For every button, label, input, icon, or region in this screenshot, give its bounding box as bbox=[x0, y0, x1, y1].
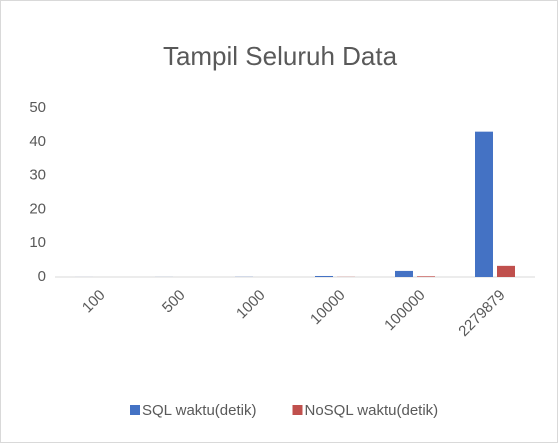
legend-label: NoSQL waktu(detik) bbox=[305, 402, 439, 419]
bar bbox=[497, 265, 515, 277]
legend-swatch bbox=[292, 405, 303, 415]
legend-swatch bbox=[130, 405, 140, 415]
bar bbox=[475, 131, 493, 277]
chart-title: Tampil Seluruh Data bbox=[163, 41, 398, 71]
y-tick-label: 10 bbox=[29, 234, 46, 251]
y-tick-label: 20 bbox=[29, 200, 46, 217]
legend-label: SQL waktu(detik) bbox=[142, 402, 257, 419]
bar bbox=[315, 275, 333, 277]
bar bbox=[395, 270, 413, 277]
y-tick-label: 40 bbox=[29, 133, 46, 150]
y-tick-label: 50 bbox=[29, 99, 46, 116]
y-tick-label: 0 bbox=[38, 268, 46, 285]
y-tick-label: 30 bbox=[29, 167, 46, 184]
bar bbox=[417, 276, 435, 277]
